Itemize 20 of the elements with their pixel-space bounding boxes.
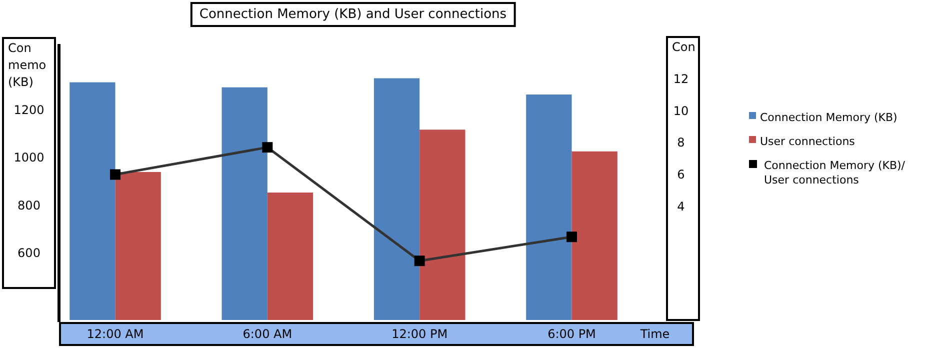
y2-tick-label: 4: [677, 200, 685, 214]
y2-tick-label: 6: [677, 168, 685, 182]
y-axis-title: Con memo (KB): [8, 41, 46, 89]
y-tick-label: 800: [18, 198, 40, 212]
y-tick-label: 600: [18, 246, 40, 260]
y2-tick-label: 8: [677, 136, 685, 150]
x-axis-title: Time: [639, 327, 670, 341]
y2-tick-label: 10: [673, 104, 689, 118]
y-tick-label: 1200: [14, 102, 44, 117]
x-tick-label: 6:00 AM: [242, 327, 292, 341]
legend-label: User connections: [760, 134, 856, 148]
x-tick-label: 12:00 PM: [392, 327, 448, 341]
y2-tick-label: 12: [673, 72, 689, 86]
chart-title: Connection Memory (KB) and User connections: [199, 7, 507, 22]
y-tick-label: 1000: [14, 150, 44, 165]
legend-label: Connection Memory (KB)/ User connections: [764, 158, 906, 187]
y2-axis-title: Con: [672, 40, 696, 54]
x-tick-label: 6:00 PM: [548, 327, 596, 341]
legend-label: Connection Memory (KB): [760, 110, 898, 124]
x-tick-label: 12:00 AM: [86, 327, 144, 341]
